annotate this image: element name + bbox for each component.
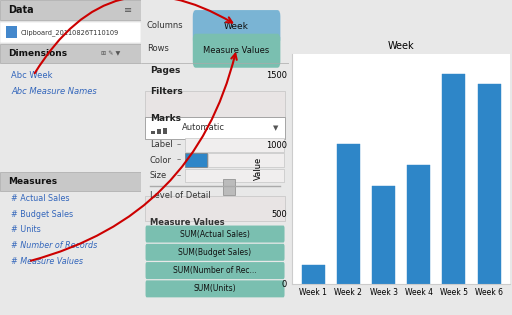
Text: # Measure Values: # Measure Values	[11, 257, 83, 266]
Text: Automatic: Automatic	[182, 123, 225, 132]
FancyBboxPatch shape	[0, 0, 141, 20]
Text: ▼: ▼	[273, 125, 279, 131]
Text: Columns: Columns	[147, 21, 183, 30]
FancyBboxPatch shape	[0, 44, 141, 63]
Text: SUM(Actual Sales): SUM(Actual Sales)	[180, 230, 250, 238]
FancyBboxPatch shape	[193, 34, 281, 68]
Text: Data: Data	[8, 5, 34, 15]
FancyBboxPatch shape	[145, 262, 285, 279]
Text: Size: Size	[150, 171, 167, 180]
Text: Label: Label	[150, 140, 173, 149]
Text: Abc Measure Names: Abc Measure Names	[11, 88, 97, 96]
Text: Measures: Measures	[8, 177, 57, 186]
FancyBboxPatch shape	[185, 169, 284, 182]
Text: Rows: Rows	[147, 44, 168, 53]
Text: Filters: Filters	[150, 87, 182, 96]
Text: Marks: Marks	[150, 114, 181, 123]
FancyBboxPatch shape	[193, 10, 281, 44]
Text: Week: Week	[224, 22, 249, 31]
Text: Pages: Pages	[150, 66, 180, 75]
Text: # Budget Sales: # Budget Sales	[11, 210, 73, 219]
FancyBboxPatch shape	[223, 179, 235, 195]
Text: –: –	[177, 171, 181, 180]
FancyBboxPatch shape	[145, 226, 285, 243]
Text: # Units: # Units	[11, 226, 41, 234]
Text: Abc Week: Abc Week	[11, 71, 53, 80]
FancyBboxPatch shape	[6, 26, 17, 38]
Bar	[337, 144, 360, 284]
Text: # Actual Sales: # Actual Sales	[11, 194, 70, 203]
FancyBboxPatch shape	[151, 131, 155, 134]
Bar	[302, 265, 325, 284]
FancyBboxPatch shape	[0, 22, 141, 43]
Text: SUM(Budget Sales): SUM(Budget Sales)	[179, 248, 251, 257]
FancyBboxPatch shape	[145, 196, 285, 220]
Text: Color: Color	[150, 156, 172, 164]
FancyBboxPatch shape	[208, 153, 284, 167]
Bar	[478, 84, 501, 284]
Text: SUM(Units): SUM(Units)	[194, 284, 237, 293]
FancyBboxPatch shape	[0, 172, 141, 191]
FancyBboxPatch shape	[145, 91, 285, 117]
Text: Measure Values: Measure Values	[203, 46, 270, 55]
FancyBboxPatch shape	[145, 244, 285, 261]
Text: SUM(Number of Rec...: SUM(Number of Rec...	[173, 266, 257, 275]
Text: ≡: ≡	[124, 5, 132, 15]
FancyArrowPatch shape	[35, 0, 232, 73]
Bar	[372, 186, 395, 284]
Title: Week: Week	[388, 41, 415, 51]
FancyBboxPatch shape	[163, 128, 167, 134]
FancyBboxPatch shape	[185, 138, 284, 152]
FancyArrowPatch shape	[31, 54, 237, 261]
FancyBboxPatch shape	[145, 117, 285, 139]
FancyBboxPatch shape	[145, 280, 285, 297]
Y-axis label: Value: Value	[254, 157, 263, 180]
Text: Measure Values: Measure Values	[150, 218, 224, 226]
Text: Clipboard_20110826T110109: Clipboard_20110826T110109	[21, 29, 119, 36]
Text: Dimensions: Dimensions	[8, 49, 68, 58]
Bar	[408, 165, 430, 284]
Text: –: –	[177, 156, 181, 164]
FancyBboxPatch shape	[185, 153, 207, 167]
FancyBboxPatch shape	[157, 129, 161, 134]
Bar	[442, 74, 465, 284]
Text: Level of Detail: Level of Detail	[150, 192, 210, 200]
Text: –: –	[177, 140, 181, 149]
Text: ⊞ ✎ ▼: ⊞ ✎ ▼	[101, 51, 121, 56]
Text: # Number of Records: # Number of Records	[11, 241, 97, 250]
